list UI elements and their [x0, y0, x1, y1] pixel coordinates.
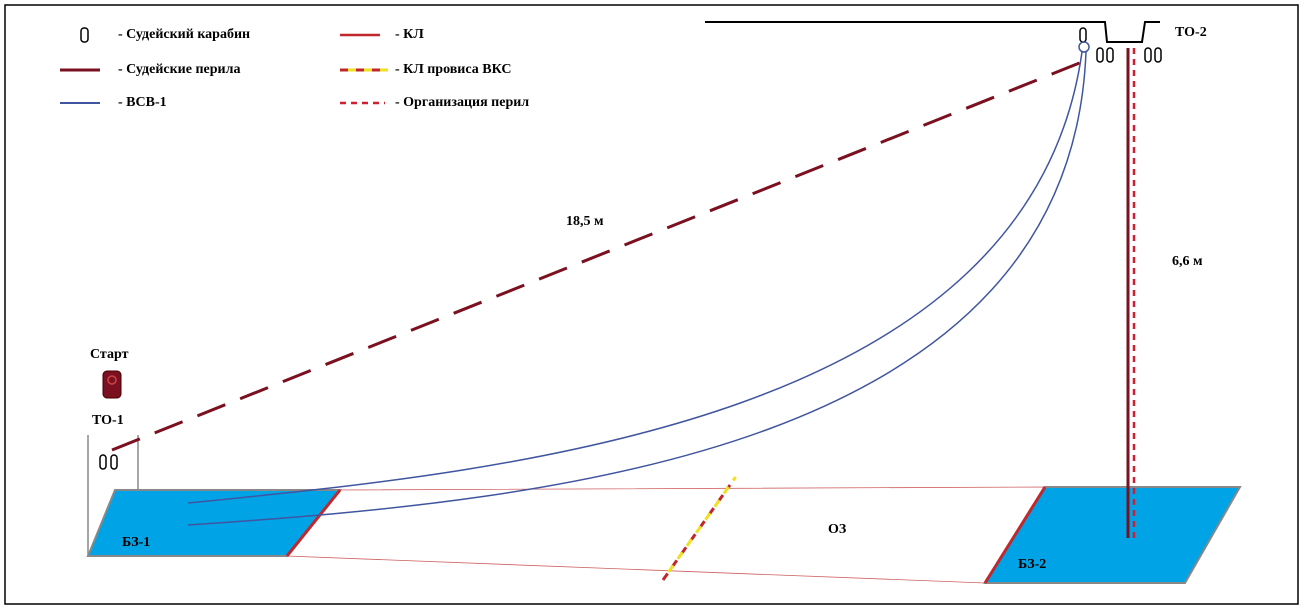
carabiners: [1096, 47, 1162, 63]
legend-label: - ВСВ-1: [118, 95, 167, 110]
start-icon-dot: [107, 375, 117, 385]
legend-label: - КЛ: [395, 27, 424, 42]
zone-label: БЗ-2: [1018, 557, 1046, 572]
to2-beam: [705, 21, 1160, 43]
carabiner-icon: [80, 27, 89, 43]
judge-railing: [111, 56, 1093, 452]
kl-line: [285, 489, 342, 557]
legend-label: - Судейские перила: [118, 62, 240, 77]
distance-label: 18,5 м: [566, 214, 604, 229]
distance-label: 6,6 м: [1172, 254, 1203, 269]
legend-label: - Организация перил: [395, 95, 529, 110]
carabiner: [99, 454, 107, 470]
pulley: [1078, 41, 1090, 53]
label: Старт: [90, 347, 129, 362]
legend-label: - Судейский карабин: [118, 27, 250, 42]
label: ТО-1: [92, 413, 124, 428]
carabiner: [110, 454, 118, 470]
kl-line: [983, 486, 1047, 584]
vsv-rope: [187, 51, 1083, 504]
zone-label: ОЗ: [828, 522, 846, 537]
kl-sag-line: [667, 476, 737, 573]
zone-label: БЗ-1: [122, 535, 150, 550]
vsv-rope: [187, 51, 1087, 526]
label: ТО-2: [1175, 25, 1207, 40]
legend-label: - КЛ провиса ВКС: [395, 62, 512, 77]
